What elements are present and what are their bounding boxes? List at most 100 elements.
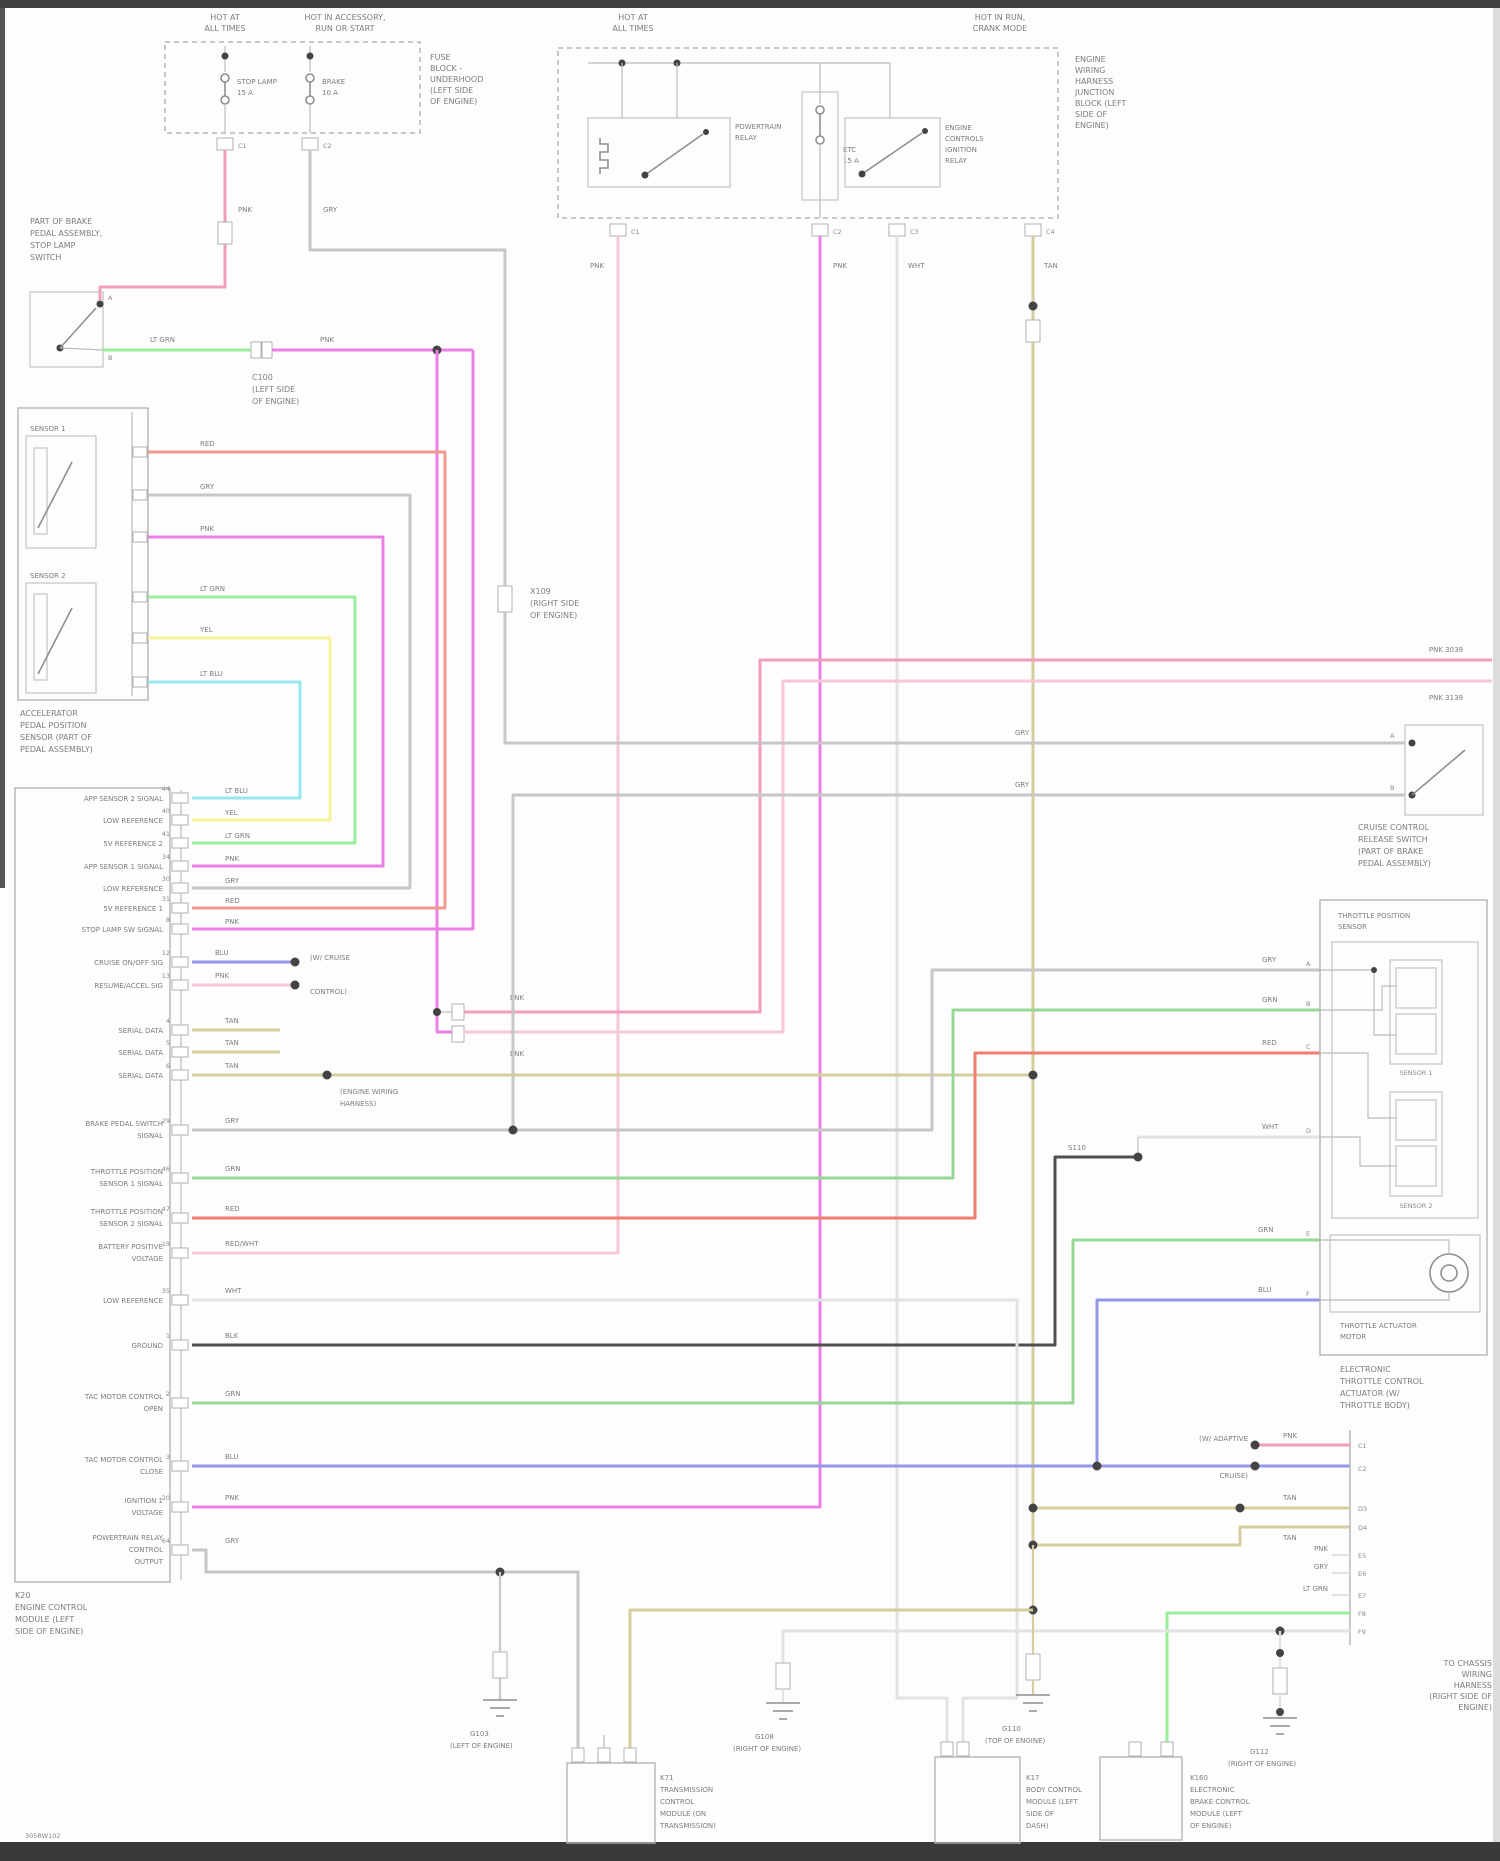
cruise-release-switch-outline — [1404, 724, 1484, 816]
pin-tag: C4 — [1046, 228, 1055, 236]
ecm-pin-number: 4 — [166, 1017, 170, 1025]
bracket-destination: TO CHASSIS — [1443, 1659, 1492, 1668]
splice-note: CRUISE) — [1219, 1472, 1248, 1480]
wire-label: PNK — [1283, 1432, 1297, 1440]
stop-lamp-switch-label: PART OF BRAKE — [30, 217, 92, 226]
ecm-pin — [171, 979, 189, 991]
ecm-pin-number: 19 — [162, 1240, 170, 1248]
wire-label: PNK — [200, 525, 214, 533]
junction-dot — [1028, 1503, 1038, 1513]
wire-label: LT GRN — [200, 585, 225, 593]
inline-connector — [261, 341, 273, 359]
ecm-row-label: TAC MOTOR CONTROL — [84, 1393, 163, 1401]
wire-label: PNK — [510, 1050, 524, 1058]
ecm-row-label: LOW REFERENCE — [103, 1297, 163, 1305]
module1-label: K71 — [660, 1774, 674, 1782]
ecm-row-label: VOLTAGE — [132, 1255, 163, 1263]
motor-icon — [1429, 1253, 1469, 1293]
wire-batt-feed — [192, 236, 620, 1255]
footer-code: 305RW102 — [25, 1832, 61, 1840]
wire-brake-switch-b — [511, 793, 1405, 1130]
ecm-row-label: SERIAL DATA — [118, 1049, 163, 1057]
ecm-pin — [171, 882, 189, 894]
splice-dot — [290, 980, 300, 990]
fuse1-cap — [220, 73, 230, 83]
relay1-pivot — [641, 171, 649, 179]
connector-label: OF ENGINE) — [252, 397, 299, 406]
ecm-pin — [171, 1124, 189, 1136]
stop-lamp-switch-label: STOP LAMP — [30, 241, 76, 250]
wire-label: GRN — [225, 1165, 241, 1173]
ecm-label: MODULE (LEFT — [15, 1615, 74, 1624]
cruise-switch-label: CRUISE CONTROL — [1358, 823, 1430, 832]
junction-dot — [508, 1125, 518, 1135]
wire-label: GRY — [225, 1117, 240, 1125]
wire-label: WHT — [225, 1287, 242, 1295]
ecm-row-label: OUTPUT — [134, 1558, 163, 1566]
wire-stop-lamp-branch1 — [435, 350, 452, 1034]
stop-lamp-switch-label: PEDAL ASSEMBLY, — [30, 229, 102, 238]
wire-label: TAN — [1282, 1534, 1297, 1542]
header-hot-in: HOT IN RUN, — [975, 13, 1026, 22]
header-hot-at: HOT AT — [618, 13, 648, 22]
ground-label: G110 — [1002, 1725, 1021, 1733]
wire-brake-feed — [308, 150, 507, 586]
ecm-row-label: SIGNAL — [137, 1132, 163, 1140]
ecm-pin-number: 30 — [162, 875, 170, 883]
ecm-pin-number: 3 — [166, 1453, 170, 1461]
wire-app-pnk — [148, 535, 385, 868]
inline-connector — [497, 585, 513, 613]
connector-pin — [940, 1741, 954, 1757]
junction-dot — [1028, 301, 1038, 311]
module2-label: BODY CONTROL — [1026, 1786, 1082, 1794]
app-sensor1-label: SENSOR 1 — [30, 425, 66, 433]
fuse2-name: BRAKE — [322, 78, 345, 86]
splice-dot — [290, 957, 300, 967]
relay1-coil — [599, 138, 609, 174]
tps-outline — [1331, 941, 1479, 1219]
throttle-label: ELECTRONIC — [1340, 1365, 1391, 1374]
connector-pin — [623, 1747, 637, 1763]
throttle-label: THROTTLE BODY) — [1339, 1401, 1410, 1410]
ecm-pin — [171, 1247, 189, 1259]
ecm-pin-number: 5 — [166, 1039, 170, 1047]
ground-label: G108 — [755, 1733, 774, 1741]
relay2-label: RELAY — [945, 157, 968, 165]
fuse-block-label: (LEFT SIDE — [430, 86, 473, 95]
fuse-block-label: OF ENGINE) — [430, 97, 477, 106]
ecm-row-label: SERIAL DATA — [118, 1027, 163, 1035]
tps-internal-wire — [1320, 969, 1396, 1036]
ground-label: (LEFT OF ENGINE) — [450, 1742, 513, 1750]
ecm-pin-number: 8 — [166, 916, 170, 924]
wire-label: TAN — [224, 1062, 239, 1070]
wire-tan-to-box1 — [628, 1608, 1033, 1763]
switch-arm — [1411, 749, 1466, 796]
stop-lamp-switch-outline — [29, 291, 104, 368]
wire-label: PNK — [833, 262, 847, 270]
connector-pin — [811, 223, 829, 237]
wire-label: LT GRN — [225, 832, 250, 840]
splice-note: (ENGINE WIRING — [340, 1088, 398, 1096]
connector-pin — [1024, 223, 1042, 237]
ecm-row-label: TAC MOTOR CONTROL — [84, 1456, 163, 1464]
scan-edge-bottom — [0, 1842, 1500, 1861]
app-sensor1-wiper — [37, 461, 73, 529]
relay1-contact — [703, 129, 709, 135]
wire-label: PNK — [225, 918, 239, 926]
inline-connector — [217, 221, 233, 245]
wire-brake-switch-a — [503, 612, 1405, 745]
ecm-pin-number: 40 — [162, 807, 170, 815]
connector-pin — [956, 1741, 970, 1757]
ecm-row-label: BATTERY POSITIVE — [98, 1243, 163, 1251]
fuse1-cap — [220, 95, 230, 105]
wire-label: GRN — [1258, 1226, 1274, 1234]
pin-tag: E — [1306, 1230, 1310, 1238]
wire-label: LT GRN — [150, 336, 175, 344]
motor-icon — [1440, 1264, 1458, 1282]
connector-pin — [132, 531, 148, 543]
pin-tag: A — [1306, 960, 1311, 968]
pin-tag: A — [1390, 732, 1395, 740]
junction-dot — [1371, 967, 1377, 973]
